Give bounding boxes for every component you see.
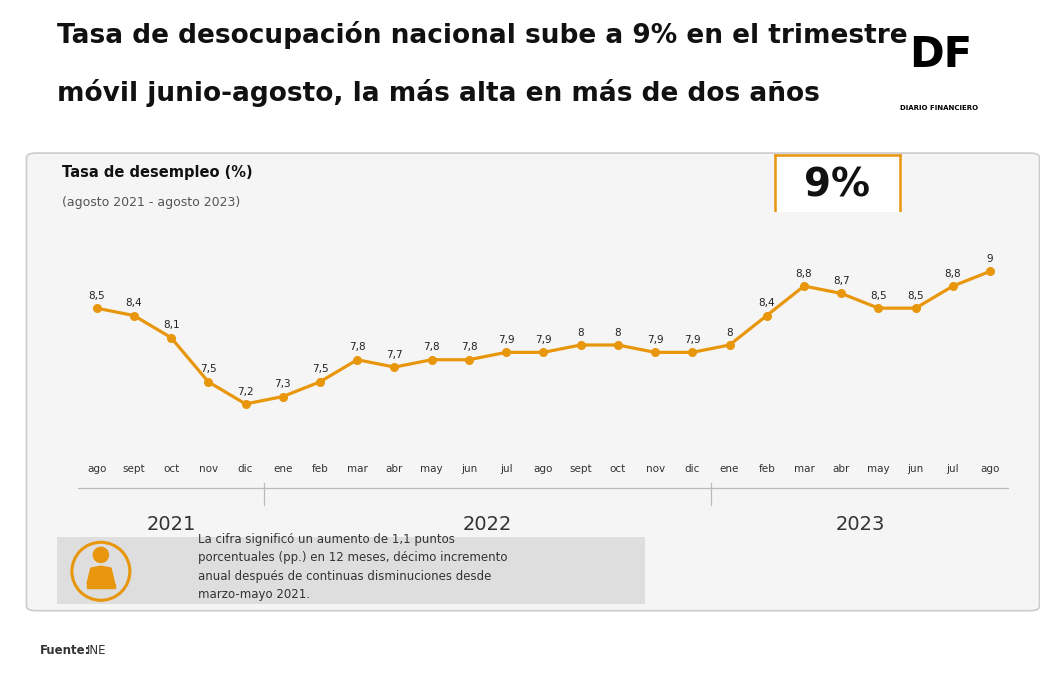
Text: 2021: 2021 <box>147 514 196 534</box>
Text: jun: jun <box>461 464 477 474</box>
Text: La cifra significó un aumento de 1,1 puntos
porcentuales (pp.) en 12 meses, déci: La cifra significó un aumento de 1,1 pun… <box>199 533 508 601</box>
Text: ene: ene <box>720 464 739 474</box>
Text: abr: abr <box>833 464 850 474</box>
Text: 7,7: 7,7 <box>386 350 402 360</box>
Text: 7,8: 7,8 <box>461 342 477 352</box>
Text: 8: 8 <box>577 327 583 338</box>
Text: 8,4: 8,4 <box>758 298 775 308</box>
Text: INE: INE <box>87 645 107 657</box>
Text: 8,1: 8,1 <box>163 321 179 330</box>
Text: 2022: 2022 <box>463 514 513 534</box>
Polygon shape <box>87 584 114 588</box>
Text: DIARIO FINANCIERO: DIARIO FINANCIERO <box>900 105 979 110</box>
Text: sept: sept <box>569 464 592 474</box>
Text: ago: ago <box>981 464 999 474</box>
Text: (agosto 2021 - agosto 2023): (agosto 2021 - agosto 2023) <box>62 196 240 209</box>
Text: ago: ago <box>534 464 553 474</box>
Text: 7,5: 7,5 <box>312 364 329 375</box>
Text: 8,5: 8,5 <box>88 290 105 301</box>
Text: nov: nov <box>646 464 665 474</box>
Text: mar: mar <box>794 464 814 474</box>
Text: 2023: 2023 <box>835 514 885 534</box>
Text: 7,3: 7,3 <box>275 379 291 389</box>
Text: 8: 8 <box>615 327 621 338</box>
Text: Fuente:: Fuente: <box>40 645 90 657</box>
Text: 7,9: 7,9 <box>498 335 515 345</box>
Text: dic: dic <box>684 464 700 474</box>
Text: nov: nov <box>199 464 217 474</box>
Text: jul: jul <box>946 464 959 474</box>
Circle shape <box>94 547 108 562</box>
Text: DF: DF <box>909 34 972 75</box>
Text: Tasa de desempleo (%): Tasa de desempleo (%) <box>62 165 253 180</box>
FancyBboxPatch shape <box>26 153 1040 611</box>
Text: feb: feb <box>312 464 329 474</box>
Text: oct: oct <box>609 464 626 474</box>
Polygon shape <box>87 566 114 584</box>
Text: 9: 9 <box>987 254 993 264</box>
Text: sept: sept <box>123 464 146 474</box>
Text: 8,8: 8,8 <box>796 269 812 279</box>
Text: 7,9: 7,9 <box>647 335 664 345</box>
Text: 8,4: 8,4 <box>126 298 142 308</box>
Text: 8,8: 8,8 <box>944 269 961 279</box>
Text: may: may <box>867 464 890 474</box>
Text: 8,7: 8,7 <box>833 276 850 286</box>
Text: móvil junio-agosto, la más alta en más de dos años: móvil junio-agosto, la más alta en más d… <box>57 79 821 108</box>
Text: 8,5: 8,5 <box>908 290 924 301</box>
Text: 7,8: 7,8 <box>423 342 440 352</box>
Text: jul: jul <box>500 464 513 474</box>
Text: feb: feb <box>758 464 775 474</box>
Text: 8: 8 <box>726 327 733 338</box>
Text: oct: oct <box>163 464 179 474</box>
Text: 7,9: 7,9 <box>536 335 551 345</box>
Text: 7,9: 7,9 <box>684 335 701 345</box>
Text: 7,2: 7,2 <box>237 386 254 397</box>
Text: mar: mar <box>346 464 368 474</box>
Text: 7,8: 7,8 <box>349 342 365 352</box>
Text: abr: abr <box>386 464 404 474</box>
Text: dic: dic <box>238 464 253 474</box>
Text: ene: ene <box>274 464 292 474</box>
Text: may: may <box>420 464 443 474</box>
Text: jun: jun <box>908 464 924 474</box>
Text: ago: ago <box>87 464 106 474</box>
Text: Tasa de desocupación nacional sube a 9% en el trimestre: Tasa de desocupación nacional sube a 9% … <box>57 21 908 49</box>
Text: 7,5: 7,5 <box>200 364 216 375</box>
Text: 8,5: 8,5 <box>870 290 887 301</box>
Text: 9%: 9% <box>804 166 870 205</box>
